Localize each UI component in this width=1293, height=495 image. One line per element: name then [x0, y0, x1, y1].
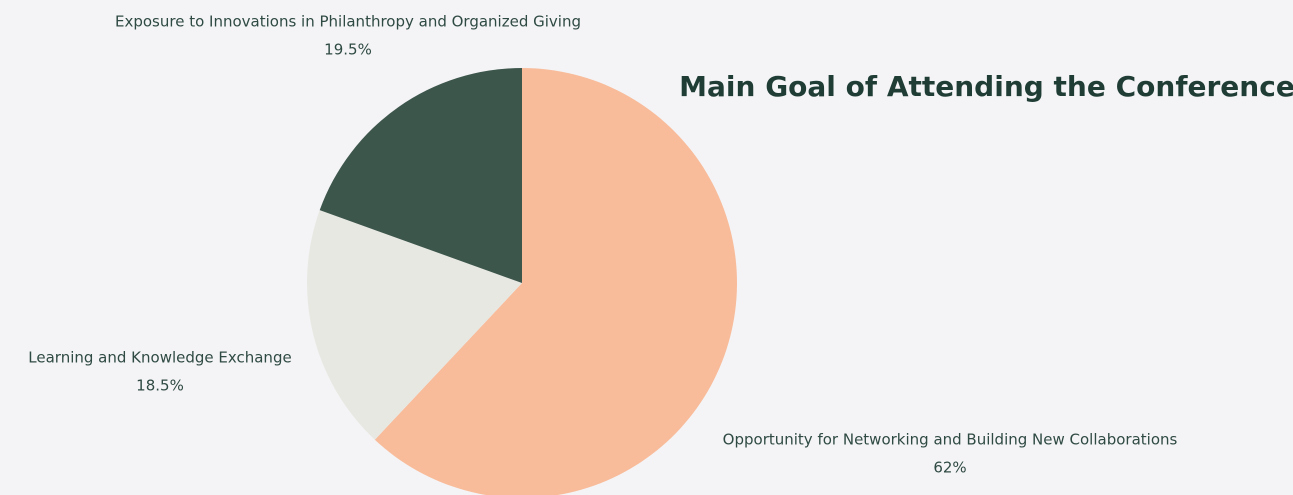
pie-slice	[307, 210, 522, 440]
slice-label: Learning and Knowledge Exchange	[28, 349, 291, 367]
pie-slice	[374, 68, 737, 495]
slice-label: Opportunity for Networking and Building …	[723, 431, 1178, 449]
slice-value-label: 18.5%	[136, 377, 184, 395]
slice-value-label: 19.5%	[324, 41, 372, 59]
slice-value-label: 62%	[933, 459, 966, 477]
pie-slice	[319, 68, 522, 283]
slice-label: Exposure to Innovations in Philanthropy …	[115, 13, 581, 31]
chart-title: Main Goal of Attending the Conference	[679, 70, 1293, 103]
